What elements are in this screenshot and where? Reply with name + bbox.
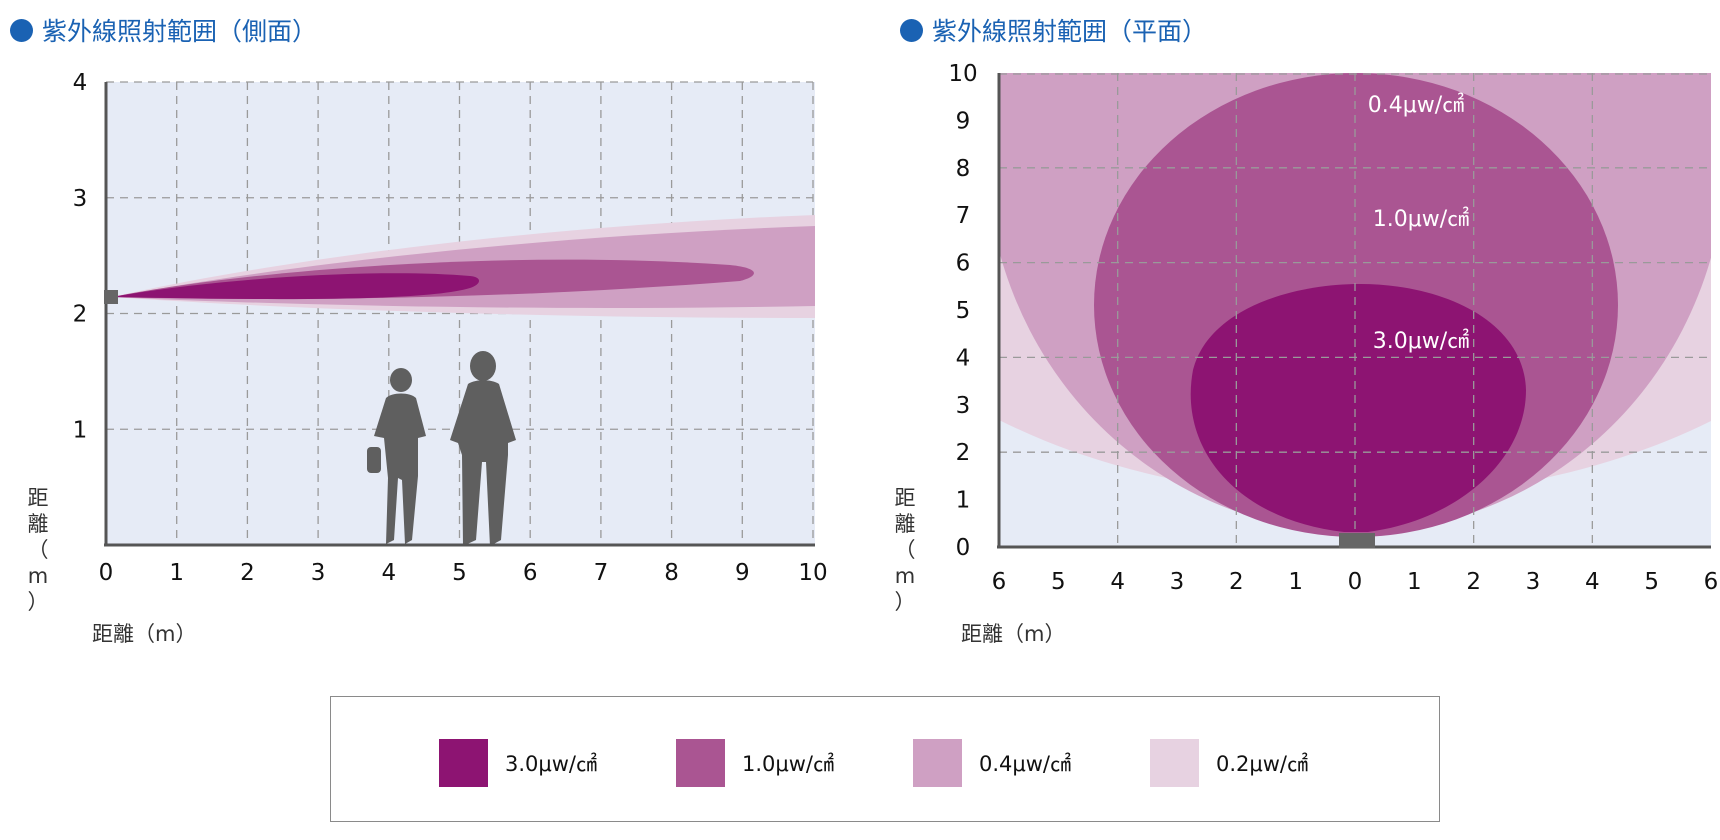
- lamp-plan-icon: [1339, 533, 1375, 548]
- x-tick-label: 10: [798, 560, 827, 586]
- legend-item-0-4: 0.4μw/㎠: [913, 739, 1071, 787]
- side-view-title: 紫外線照射範囲（側面）: [10, 12, 317, 48]
- legend-swatch: [913, 739, 962, 787]
- y-label-char: 距: [28, 486, 49, 510]
- legend-swatch: [439, 739, 488, 787]
- plan-irradiation-zones: [1000, 73, 1711, 537]
- x-tick-label: 5: [452, 560, 467, 586]
- plan-x-axis-label: 距離（m）: [961, 622, 1065, 646]
- x-tick-label: 5: [1644, 569, 1659, 595]
- x-tick-label: 6: [992, 569, 1007, 595]
- x-tick-label: 6: [523, 560, 538, 586]
- x-tick-label: 2: [1229, 569, 1244, 595]
- x-tick-label: 5: [1051, 569, 1066, 595]
- x-tick-label: 3: [311, 560, 326, 586]
- y-label-char: （: [28, 538, 49, 562]
- bullet-icon: [900, 18, 923, 42]
- legend-swatch: [1150, 739, 1199, 787]
- side-view-title-text: 紫外線照射範囲（側面）: [42, 17, 318, 46]
- x-tick-label: 4: [1585, 569, 1600, 595]
- y-tick-label: 4: [73, 70, 88, 96]
- x-tick-label: 1: [169, 560, 184, 586]
- y-label-char: 離: [895, 512, 916, 536]
- y-label-char: 離: [28, 512, 49, 536]
- woman-silhouette: [367, 368, 426, 544]
- side-irradiation-zones: [112, 215, 815, 318]
- side-x-ticks: 0 1 2 3 4 5 6 7 8 9 10: [99, 560, 828, 586]
- legend-item-3-0: 3.0μw/㎠: [439, 739, 597, 787]
- zone-3-0-plan: [1190, 284, 1526, 532]
- x-tick-label: 7: [594, 560, 609, 586]
- bullet-icon: [10, 18, 33, 42]
- y-tick-label: 1: [73, 417, 88, 443]
- legend: 3.0μw/㎠ 1.0μw/㎠ 0.4μw/㎠ 0.2μw/㎠: [330, 696, 1440, 822]
- y-tick-label: 4: [956, 345, 971, 371]
- plan-view-title: 紫外線照射範囲（平面）: [900, 12, 1207, 48]
- side-y-ticks: 1 2 3 4: [73, 70, 88, 443]
- side-x-axis-label: 距離（m）: [92, 622, 196, 646]
- y-tick-label: 2: [956, 440, 971, 466]
- handbag-shape: [367, 447, 381, 473]
- x-tick-label: 4: [1110, 569, 1125, 595]
- legend-label: 0.4μw/㎠: [979, 752, 1072, 776]
- x-tick-label: 9: [735, 560, 750, 586]
- x-tick-label: 1: [1407, 569, 1422, 595]
- man-silhouette: [450, 351, 516, 546]
- x-tick-label: 3: [1170, 569, 1185, 595]
- y-tick-label: 2: [73, 302, 88, 328]
- x-tick-label: 6: [1704, 569, 1719, 595]
- y-tick-label: 3: [73, 186, 88, 212]
- x-tick-label: 2: [1466, 569, 1481, 595]
- people-silhouettes: [367, 351, 516, 546]
- x-tick-label: 4: [381, 560, 396, 586]
- plan-grid: [999, 73, 1711, 547]
- zone-label-1-0: 1.0μw/㎠: [1373, 206, 1469, 232]
- plan-view-title-text: 紫外線照射範囲（平面）: [932, 17, 1208, 46]
- y-tick-label: 8: [956, 156, 971, 182]
- y-tick-label: 7: [956, 203, 971, 229]
- y-label-char: ）: [28, 590, 49, 614]
- x-tick-label: 1: [1288, 569, 1303, 595]
- x-tick-label: 2: [240, 560, 255, 586]
- plan-y-ticks: 0 1 2 3 4 5 6 7 8 9 10: [948, 61, 977, 561]
- legend-label: 0.2μw/㎠: [1216, 752, 1309, 776]
- legend-item-0-2: 0.2μw/㎠: [1150, 739, 1308, 787]
- side-view-chart: 0 1 2 3 4 5 6 7 8 9 10 1 2 3 4 距離（m） 距離（m）: [28, 70, 828, 646]
- y-tick-label: 0: [956, 535, 971, 561]
- plan-y-axis-label: 距離（m）: [895, 486, 916, 614]
- x-tick-label: 0: [1348, 569, 1363, 595]
- y-tick-label: 1: [956, 488, 971, 514]
- y-label-char: ）: [895, 590, 916, 614]
- y-label-char: （: [895, 538, 916, 562]
- legend-label: 3.0μw/㎠: [505, 752, 598, 776]
- x-tick-label: 0: [99, 560, 114, 586]
- zone-label-3-0: 3.0μw/㎠: [1373, 328, 1469, 354]
- y-tick-label: 6: [956, 251, 971, 277]
- legend-item-1-0: 1.0μw/㎠: [676, 739, 834, 787]
- zone-label-0-4: 0.4μw/㎠: [1368, 92, 1464, 118]
- lamp-side-icon: [104, 290, 118, 304]
- y-tick-label: 5: [956, 298, 971, 324]
- side-y-axis-label: 距離（m）: [28, 486, 49, 614]
- legend-label: 1.0μw/㎠: [742, 752, 835, 776]
- zone-3-0-side: [112, 273, 479, 300]
- y-tick-label: 3: [956, 393, 971, 419]
- y-label-char: m: [895, 564, 915, 588]
- plan-x-ticks: 6 5 4 3 2 1 0 1 2 3 4 5 6: [992, 569, 1719, 595]
- y-tick-label: 9: [956, 108, 971, 134]
- y-label-char: 距: [895, 486, 916, 510]
- y-label-char: m: [28, 564, 48, 588]
- legend-swatch: [676, 739, 725, 787]
- x-tick-label: 3: [1526, 569, 1541, 595]
- x-tick-label: 8: [664, 560, 679, 586]
- y-tick-label: 10: [948, 61, 977, 87]
